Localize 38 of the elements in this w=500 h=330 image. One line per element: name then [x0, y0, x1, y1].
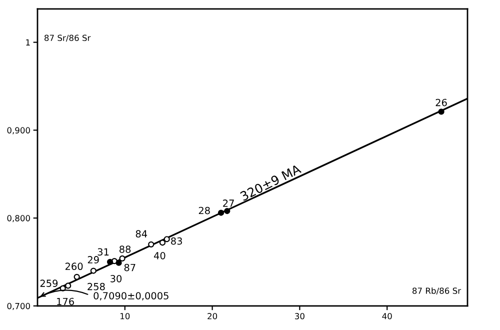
point	[116, 260, 122, 266]
y-tick-label: 0,800	[7, 215, 30, 222]
annotation: 27	[223, 200, 234, 207]
annotation: 87	[124, 264, 136, 272]
point	[218, 210, 224, 216]
point	[148, 241, 154, 248]
point	[224, 208, 230, 214]
x-tick-label: 20	[208, 313, 218, 320]
point	[65, 282, 72, 289]
y-axis-title: 87 Sr/86 Sr	[44, 34, 91, 42]
annotation: 260	[65, 262, 83, 270]
point	[159, 240, 166, 246]
y-tick-label: 0,900	[7, 127, 30, 134]
annotation: 84	[136, 230, 148, 238]
point	[106, 258, 114, 266]
point	[438, 108, 444, 115]
x-tick-label: 30	[295, 313, 304, 320]
point	[164, 236, 170, 242]
annotation: 28	[198, 206, 210, 214]
annotation: 258	[88, 282, 105, 290]
point	[74, 274, 80, 280]
annotation: 26	[436, 98, 447, 106]
point	[119, 255, 126, 262]
annotation: 83	[171, 237, 182, 245]
y-tick-label: 1	[26, 39, 30, 46]
x-tick-label: 40	[382, 313, 392, 320]
annotation: 30	[110, 274, 122, 282]
annotation: 31	[98, 248, 109, 256]
x-axis-title: 87 Rb/86 Sr	[412, 287, 462, 295]
annotation: 40	[154, 252, 166, 260]
y-tick-label: 0,700	[7, 302, 30, 310]
annotation: 29	[88, 256, 99, 264]
annotation: 0,7090±0,0005	[94, 292, 168, 300]
annotation: 259	[40, 280, 58, 287]
x-tick-label: 10	[120, 313, 130, 320]
annotation: 88	[120, 246, 131, 253]
annotation: 176	[57, 298, 74, 306]
point	[90, 268, 96, 274]
